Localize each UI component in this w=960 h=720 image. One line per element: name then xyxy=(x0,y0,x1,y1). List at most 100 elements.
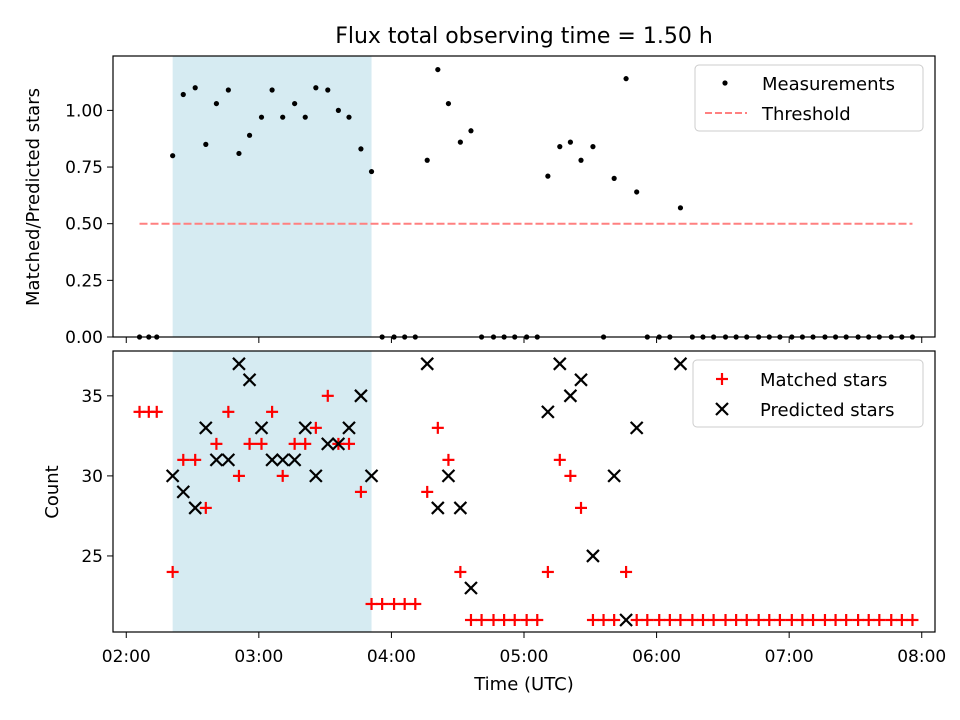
bottom-x-axis: 02:00 03:00 04:00 05:00 06:00 07:00 08:00 xyxy=(102,632,946,667)
predicted-star-marker xyxy=(199,421,213,435)
predicted-star-marker xyxy=(354,389,368,403)
matched-star-marker xyxy=(210,437,223,450)
predicted-star-marker xyxy=(321,437,335,451)
predicted-marker-b xyxy=(242,373,257,387)
predicted-star-marker xyxy=(275,453,290,467)
bottom-shaded-region xyxy=(172,351,372,632)
xtick-label: 07:00 xyxy=(765,647,814,667)
measurement-point xyxy=(313,85,319,91)
predicted-star-marker xyxy=(364,469,379,483)
predicted-star-marker xyxy=(165,469,180,483)
measurement-point xyxy=(225,87,231,93)
predicted-marker-b xyxy=(209,453,224,467)
threshold-legend-label: Threshold xyxy=(761,104,851,125)
matched-star-marker xyxy=(365,597,378,610)
measurement-point xyxy=(557,144,563,150)
matched-star-marker xyxy=(597,613,610,626)
predicted-star-marker xyxy=(265,453,279,467)
predicted-marker-b xyxy=(574,373,588,387)
measurement-point xyxy=(578,157,584,163)
matched-star-marker xyxy=(575,501,588,514)
matched-legend-marker xyxy=(716,373,728,385)
predicted-star-marker xyxy=(309,469,323,483)
matched-star-marker xyxy=(398,597,411,610)
bottom-ytick-label: 25 xyxy=(81,547,103,567)
matched-star-marker xyxy=(342,437,355,450)
measurement-point xyxy=(203,141,209,147)
predicted-marker-b xyxy=(354,389,368,403)
chart-title: Flux total observing time = 1.50 h xyxy=(335,24,713,49)
measurement-point xyxy=(280,114,286,120)
predicted-star-marker xyxy=(342,421,356,435)
matched-star-marker xyxy=(354,485,367,498)
top-shaded-region xyxy=(172,56,372,337)
measurement-point xyxy=(269,87,275,93)
measurement-point xyxy=(457,139,463,145)
predicted-star-marker xyxy=(619,613,633,627)
predicted-marker-b xyxy=(232,357,246,371)
predicted-legend-label: Predicted stars xyxy=(760,400,894,421)
top-shade-rect xyxy=(172,56,372,337)
matched-star-marker xyxy=(807,613,820,626)
matched-star-marker xyxy=(288,437,301,450)
matched-star-marker xyxy=(840,613,853,626)
matched-star-marker xyxy=(276,469,289,482)
matched-star-marker xyxy=(454,565,467,578)
predicted-star-marker xyxy=(209,453,224,467)
top-axes-frame xyxy=(112,55,936,338)
matched-star-marker xyxy=(818,613,831,626)
predicted-marker-b xyxy=(441,469,456,483)
measurement-point xyxy=(545,173,551,179)
measurement-point xyxy=(623,76,629,82)
top-legend-box xyxy=(694,64,924,132)
matched-star-marker xyxy=(885,613,898,626)
predicted-marker-b xyxy=(331,437,346,451)
xtick-label: 02:00 xyxy=(102,647,151,667)
predicted-marker-b xyxy=(586,549,600,563)
bottom-panel: 25 30 35 02:00 03:00 04:00 05:00 06:00 07:00 08:… xyxy=(42,350,946,695)
matched-star-marker xyxy=(674,613,687,626)
matched-star-marker xyxy=(255,437,268,450)
xtick-label: 08:00 xyxy=(897,647,946,667)
matched-star-marker xyxy=(873,613,886,626)
predicted-marker-b xyxy=(165,469,180,483)
measurement-point xyxy=(170,153,176,159)
measurement-point xyxy=(258,114,265,120)
matched-star-marker xyxy=(686,613,699,626)
measurement-point xyxy=(611,175,617,181)
predicted-marker-b xyxy=(431,501,445,515)
predicted-star-marker xyxy=(420,357,434,371)
predicted-star-marker xyxy=(586,549,600,563)
measurement-point xyxy=(567,139,574,145)
predicted-marker-b xyxy=(188,501,202,515)
matched-star-marker xyxy=(608,613,621,626)
measurement-point xyxy=(634,189,640,195)
matched-star-marker xyxy=(862,613,875,626)
matched-star-marker xyxy=(906,613,919,626)
top-ytick-label: 1.00 xyxy=(65,101,103,121)
measurement-point xyxy=(346,114,352,120)
matched-star-marker xyxy=(653,613,666,626)
matched-legend-label: Matched stars xyxy=(760,370,887,391)
matched-star-marker xyxy=(553,453,566,466)
top-legend: Measurements Threshold xyxy=(694,64,924,132)
matched-star-marker xyxy=(150,405,163,418)
matched-star-marker xyxy=(177,453,190,466)
predicted-marker-b xyxy=(673,357,688,371)
bottom-series xyxy=(133,357,919,627)
xtick-label: 04:00 xyxy=(367,647,416,667)
measurement-point xyxy=(435,66,441,73)
matched-star-marker xyxy=(442,453,455,466)
matched-star-marker xyxy=(487,613,500,626)
matched-star-marker xyxy=(740,613,753,626)
predicted-marker-b xyxy=(541,405,555,419)
measurement-point xyxy=(192,85,198,91)
matched-star-marker xyxy=(719,613,732,626)
measurements-legend-label: Measurements xyxy=(762,74,895,95)
measurement-point xyxy=(246,132,253,138)
matched-star-marker xyxy=(752,613,765,626)
predicted-legend-marker xyxy=(715,402,729,416)
predicted-marker-b xyxy=(553,357,567,371)
matched-star-marker xyxy=(785,613,798,626)
